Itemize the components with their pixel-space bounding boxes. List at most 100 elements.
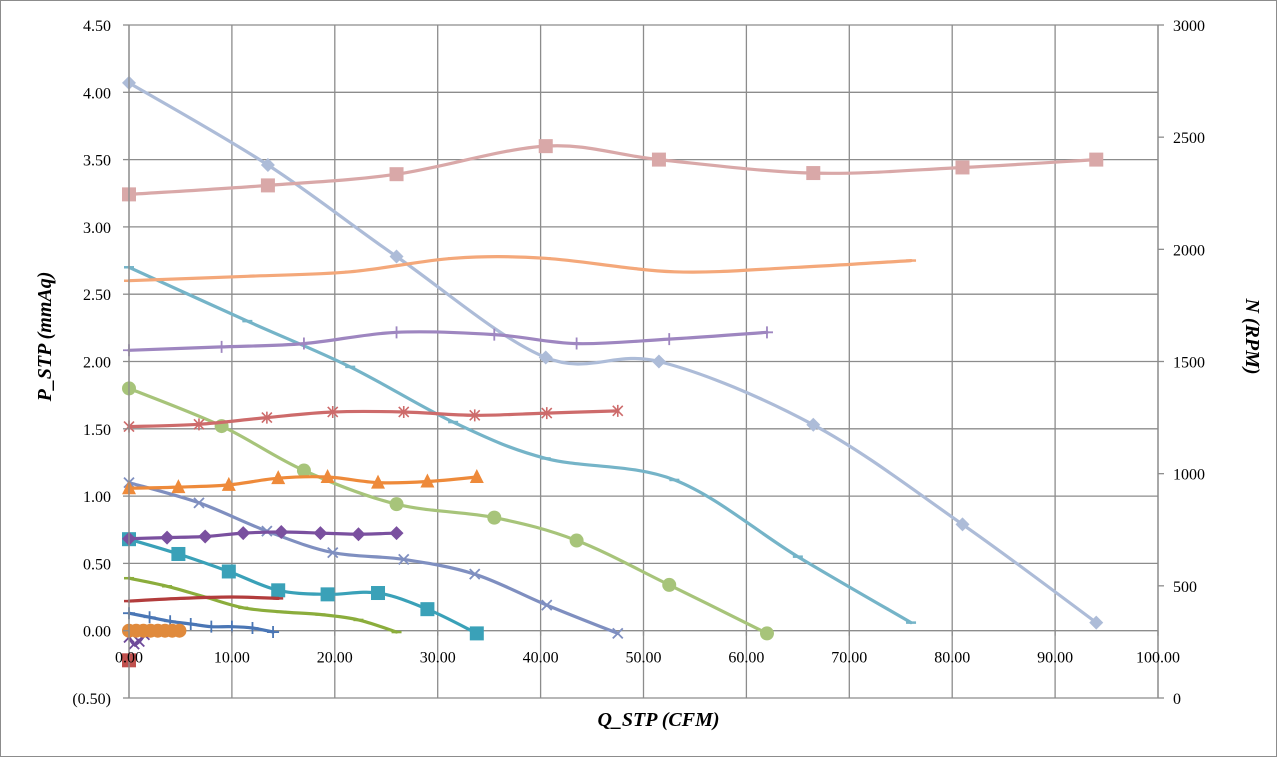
series-17 bbox=[122, 524, 404, 546]
series-11 bbox=[122, 623, 187, 638]
x-tick-label: 90.00 bbox=[1037, 650, 1073, 667]
data-point bbox=[955, 160, 970, 175]
x-tick-label: 100.00 bbox=[1136, 650, 1180, 667]
y-tick-label: 0.50 bbox=[83, 556, 111, 573]
data-point bbox=[569, 533, 584, 548]
data-point bbox=[296, 463, 311, 478]
data-point bbox=[205, 620, 218, 633]
series-6 bbox=[124, 576, 402, 634]
data-point bbox=[215, 340, 228, 353]
data-point bbox=[133, 635, 145, 648]
data-point bbox=[759, 626, 774, 641]
series-line bbox=[127, 595, 280, 603]
x-tick-label: 70.00 bbox=[831, 650, 867, 667]
data-point bbox=[469, 409, 481, 422]
data-point bbox=[541, 407, 553, 420]
data-point bbox=[390, 326, 403, 339]
y-tick-label: 3.50 bbox=[83, 153, 111, 170]
y2-tick-label: 0 bbox=[1173, 691, 1181, 708]
x-tick-label: 30.00 bbox=[420, 650, 456, 667]
data-point bbox=[488, 328, 501, 341]
data-point bbox=[221, 564, 236, 579]
y-axis-title: P_STP (mmAq) bbox=[34, 272, 56, 403]
series-line bbox=[127, 330, 769, 352]
data-point bbox=[760, 326, 773, 339]
series-13 bbox=[124, 255, 917, 283]
series-7 bbox=[123, 607, 280, 639]
x-axis-title: Q_STP (CFM) bbox=[597, 709, 719, 731]
data-point bbox=[389, 497, 404, 512]
series-line bbox=[127, 144, 1098, 196]
data-point bbox=[184, 617, 197, 630]
series-1 bbox=[122, 75, 1104, 630]
series-line bbox=[127, 255, 913, 283]
x-tick-label: 40.00 bbox=[523, 650, 559, 667]
x-tick-label: 60.00 bbox=[728, 650, 764, 667]
x-tick-label: 0.00 bbox=[115, 650, 143, 667]
y-tick-label: 2.00 bbox=[83, 355, 111, 372]
data-point bbox=[806, 417, 821, 432]
data-point bbox=[389, 526, 404, 541]
y-tick-label: 1.50 bbox=[83, 422, 111, 439]
data-point bbox=[1089, 152, 1104, 167]
y2-tick-label: 500 bbox=[1173, 579, 1197, 596]
x-tick-label: 80.00 bbox=[934, 650, 970, 667]
data-point bbox=[955, 517, 970, 532]
data-point bbox=[469, 626, 484, 641]
data-point bbox=[662, 577, 677, 592]
series-layer bbox=[122, 75, 1104, 668]
y2-tick-label: 2000 bbox=[1173, 242, 1205, 259]
data-point bbox=[389, 249, 404, 264]
data-point bbox=[320, 469, 335, 484]
data-point bbox=[1089, 615, 1104, 630]
series-line bbox=[127, 475, 479, 490]
series-14 bbox=[123, 326, 773, 357]
y-tick-label: 0.00 bbox=[83, 624, 111, 641]
data-point bbox=[297, 337, 310, 350]
data-point bbox=[371, 586, 386, 601]
data-point bbox=[261, 411, 273, 424]
series-2 bbox=[124, 265, 917, 625]
data-point bbox=[351, 527, 366, 542]
y2-tick-label: 3000 bbox=[1173, 18, 1205, 35]
data-point bbox=[221, 476, 236, 491]
data-point bbox=[143, 611, 156, 624]
series-15 bbox=[123, 404, 624, 433]
data-point bbox=[538, 139, 553, 154]
series-12 bbox=[122, 139, 1104, 202]
y-tick-label: (0.50) bbox=[72, 691, 111, 708]
data-point bbox=[313, 526, 328, 541]
data-point bbox=[398, 553, 410, 565]
y2-tick-label: 2500 bbox=[1173, 130, 1205, 147]
data-point bbox=[420, 473, 435, 488]
series-line bbox=[127, 409, 620, 429]
data-point bbox=[538, 350, 553, 365]
data-point bbox=[246, 622, 259, 635]
axes: 0.00 10.00 20.00 30.00 40.00 50.00 60.00 70.00 8… bbox=[72, 18, 1205, 708]
data-point bbox=[541, 599, 553, 611]
data-point bbox=[651, 152, 666, 167]
series-4 bbox=[123, 477, 624, 640]
data-point bbox=[469, 469, 484, 484]
data-point bbox=[420, 602, 435, 617]
data-point bbox=[612, 627, 624, 640]
data-point bbox=[193, 418, 205, 431]
series-line bbox=[127, 481, 620, 635]
data-point bbox=[663, 333, 676, 346]
y2-tick-label: 1000 bbox=[1173, 467, 1205, 484]
data-point bbox=[271, 470, 286, 485]
data-point bbox=[236, 526, 251, 541]
data-point bbox=[612, 404, 624, 417]
data-point bbox=[172, 623, 187, 638]
data-point bbox=[225, 620, 238, 633]
data-point bbox=[198, 529, 213, 544]
data-point bbox=[193, 497, 205, 509]
data-point bbox=[570, 337, 583, 350]
data-point bbox=[327, 546, 339, 559]
data-point bbox=[171, 479, 186, 494]
data-point bbox=[320, 587, 335, 602]
data-point bbox=[171, 546, 186, 561]
y2-axis-title: N (RPM) bbox=[1241, 297, 1263, 374]
